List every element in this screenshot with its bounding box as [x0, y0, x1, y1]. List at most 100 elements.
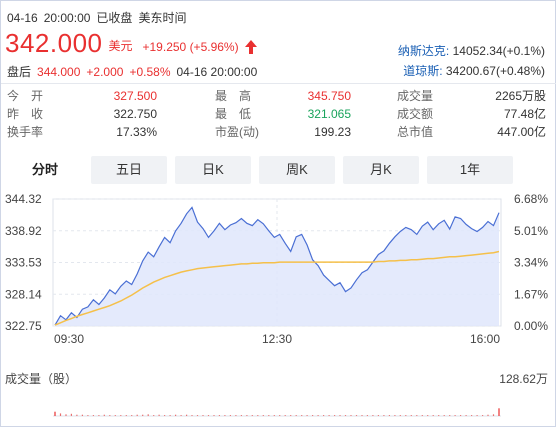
volume-bar: [498, 408, 500, 416]
volume-bar: [251, 415, 253, 416]
index-name[interactable]: 道琼斯:: [403, 64, 443, 78]
volume-bar: [438, 415, 440, 416]
stat-turnover: 换手率 17.33%: [7, 123, 157, 141]
y-tick-label-right: 5.01%: [514, 224, 548, 238]
y-tick-label-right: 1.67%: [514, 287, 548, 301]
volume-bar: [432, 415, 434, 416]
stat-label: 总市值: [397, 125, 434, 139]
stat-prev-close: 昨 收 322.750: [7, 105, 157, 123]
stat-value: 345.750: [307, 89, 351, 103]
volume-bar: [153, 415, 155, 416]
after-hours-line: 盘后 344.000 +2.000 +0.58% 04-16 20:00:00: [7, 63, 263, 80]
volume-bar: [279, 415, 281, 416]
stats-grid: 今 开 327.500 昨 收 322.750 换手率 17.33% 最 高 3…: [1, 83, 556, 145]
volume-bar: [268, 415, 270, 416]
stat-value: 321.065: [307, 107, 351, 121]
divider: [1, 83, 556, 84]
volume-bar: [306, 415, 308, 416]
volume-bar: [180, 415, 182, 416]
volume-bar: [76, 414, 78, 416]
index-dow[interactable]: 道琼斯: 34200.67(+0.48%): [398, 61, 545, 81]
volume-bar: [443, 415, 445, 416]
price-change-value: +19.250: [142, 40, 187, 54]
x-tick-label: 16:00: [470, 332, 500, 346]
volume-bar: [125, 415, 127, 416]
tab-weekly-k[interactable]: 周K: [259, 156, 335, 184]
tab-intraday[interactable]: 分时: [7, 156, 83, 184]
volume-bar: [92, 415, 94, 416]
chart-tabs: 分时 五日 日K 周K 月K 1年: [1, 156, 556, 186]
volume-bar: [186, 414, 188, 416]
tab-one-year[interactable]: 1年: [427, 156, 513, 184]
after-hours-change-pct: +0.58%: [129, 65, 171, 79]
volume-bar: [301, 415, 303, 416]
timezone-label: 美东时间: [138, 11, 187, 25]
volume-bar: [257, 415, 259, 416]
volume-bar: [361, 415, 363, 416]
index-value: 34200.67(+0.48%): [445, 64, 545, 78]
index-panel: 纳斯达克: 14052.34(+0.1%) 道琼斯: 34200.67(+0.4…: [398, 41, 545, 81]
volume-bar: [355, 415, 358, 416]
intraday-chart[interactable]: 344.32 6.68% 338.92 5.01% 333.53 3.34% 328.14 1…: [1, 191, 556, 427]
after-hours-label: 盘后: [7, 65, 32, 79]
volume-bar: [147, 414, 149, 416]
y-tick-label-right: 0.00%: [514, 319, 548, 333]
volume-bar: [394, 415, 396, 416]
tab-five-day[interactable]: 五日: [91, 156, 167, 184]
x-tick-label: 12:30: [262, 332, 292, 346]
stat-value: 2265万股: [495, 89, 546, 103]
volume-bar: [229, 415, 231, 416]
tab-monthly-k[interactable]: 月K: [343, 156, 419, 184]
stat-high: 最 高 345.750: [215, 87, 351, 105]
volume-bar: [246, 415, 248, 416]
intraday-chart-svg[interactable]: 344.32 6.68% 338.92 5.01% 333.53 3.34% 328.14 1…: [1, 191, 555, 426]
volume-bar: [103, 414, 105, 416]
index-name[interactable]: 纳斯达克:: [397, 44, 450, 58]
volume-bar: [454, 415, 456, 416]
price-unit: 美元: [108, 39, 133, 53]
after-hours-price: 344.000: [37, 65, 81, 79]
volume-bar: [59, 413, 62, 416]
volume-bar: [202, 415, 204, 416]
tab-daily-k[interactable]: 日K: [175, 156, 251, 184]
stat-low: 最 低 321.065: [215, 105, 351, 123]
volume-bar: [460, 415, 462, 416]
volume-bar: [416, 415, 418, 416]
volume-bar: [158, 414, 160, 416]
volume-bar: [109, 415, 111, 416]
quote-time: 20:00:00: [43, 11, 91, 25]
volume-bar: [131, 415, 133, 416]
volume-bar: [142, 414, 144, 416]
average-price-line: [54, 250, 500, 326]
stat-pe: 市盈(动) 199.23: [215, 123, 351, 141]
x-tick-label: 09:30: [54, 332, 84, 346]
volume-bar: [136, 414, 138, 416]
stat-label: 市盈(动): [215, 125, 259, 139]
volume-bar: [224, 415, 226, 416]
price-line: 342.000 美元 +19.250 (+5.96%): [5, 28, 257, 59]
stat-label: 昨 收: [7, 107, 44, 121]
volume-bar: [476, 415, 478, 416]
volume-bar: [344, 415, 347, 416]
volume-bar: [492, 414, 495, 416]
price-area-fill: [55, 207, 499, 326]
volume-bar: [114, 415, 116, 416]
volume-bar: [169, 415, 171, 416]
volume-bar: [350, 415, 352, 416]
volume-bar: [328, 415, 330, 416]
volume-bar: [70, 413, 72, 416]
stat-label: 换手率: [7, 125, 44, 139]
stat-amount: 成交额 77.48亿: [397, 105, 546, 123]
volume-bar: [427, 415, 429, 416]
volume-bar: [81, 414, 83, 416]
volume-bar: [207, 415, 210, 416]
stat-label: 今 开: [7, 89, 44, 103]
volume-bar: [405, 415, 407, 416]
market-status: 已收盘: [96, 11, 133, 25]
volume-bar: [120, 415, 122, 416]
volume-bar: [98, 415, 100, 416]
volume-bar: [449, 415, 451, 416]
volume-axis-label: 成交量（股）: [5, 371, 77, 386]
index-nasdaq[interactable]: 纳斯达克: 14052.34(+0.1%): [398, 41, 545, 61]
quote-date: 04-16: [7, 11, 38, 25]
